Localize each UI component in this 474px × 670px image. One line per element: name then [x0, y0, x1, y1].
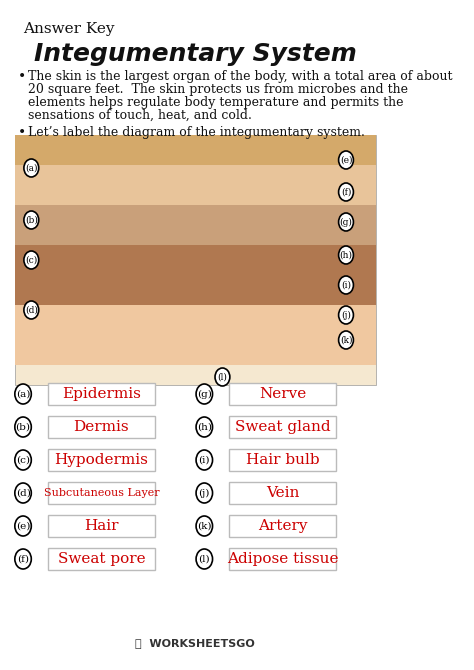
- Circle shape: [15, 549, 31, 569]
- Circle shape: [196, 483, 212, 503]
- Text: (d): (d): [25, 306, 38, 314]
- Text: The skin is the largest organ of the body, with a total area of about: The skin is the largest organ of the bod…: [28, 70, 453, 83]
- FancyBboxPatch shape: [48, 416, 155, 438]
- FancyBboxPatch shape: [15, 135, 376, 385]
- FancyBboxPatch shape: [15, 245, 376, 305]
- Text: (a): (a): [16, 389, 30, 399]
- Text: (i): (i): [199, 456, 210, 464]
- Circle shape: [338, 183, 354, 201]
- Circle shape: [338, 151, 354, 169]
- Text: •: •: [18, 70, 27, 84]
- Circle shape: [196, 516, 212, 536]
- Text: Hair: Hair: [84, 519, 118, 533]
- Text: Integumentary System: Integumentary System: [34, 42, 356, 66]
- Text: (h): (h): [339, 251, 353, 259]
- FancyBboxPatch shape: [229, 482, 336, 504]
- Circle shape: [338, 331, 354, 349]
- Text: Nerve: Nerve: [259, 387, 306, 401]
- FancyBboxPatch shape: [48, 449, 155, 471]
- Text: Hair bulb: Hair bulb: [246, 453, 319, 467]
- Text: (b): (b): [25, 216, 38, 224]
- Text: (e): (e): [340, 155, 352, 165]
- Text: •: •: [18, 126, 27, 140]
- Text: (h): (h): [197, 423, 212, 431]
- Circle shape: [338, 276, 354, 294]
- Text: (l): (l): [199, 555, 210, 563]
- FancyBboxPatch shape: [48, 548, 155, 570]
- Text: Hypodermis: Hypodermis: [55, 453, 148, 467]
- Text: Adipose tissue: Adipose tissue: [227, 552, 338, 566]
- FancyBboxPatch shape: [48, 383, 155, 405]
- FancyBboxPatch shape: [15, 165, 376, 205]
- Circle shape: [196, 417, 212, 437]
- Text: Vein: Vein: [266, 486, 299, 500]
- Circle shape: [24, 159, 39, 177]
- Text: Sweat gland: Sweat gland: [235, 420, 330, 434]
- Text: Ⓦ  WORKSHEETSGO: Ⓦ WORKSHEETSGO: [136, 638, 255, 648]
- FancyBboxPatch shape: [229, 416, 336, 438]
- Text: (g): (g): [197, 389, 212, 399]
- Text: (j): (j): [199, 488, 210, 498]
- Text: elements helps regulate body temperature and permits the: elements helps regulate body temperature…: [28, 96, 403, 109]
- Circle shape: [24, 251, 39, 269]
- Circle shape: [338, 306, 354, 324]
- Circle shape: [24, 301, 39, 319]
- Text: (i): (i): [341, 281, 351, 289]
- Text: (d): (d): [16, 488, 30, 498]
- FancyBboxPatch shape: [15, 305, 376, 365]
- Circle shape: [15, 417, 31, 437]
- Text: (b): (b): [16, 423, 30, 431]
- Circle shape: [338, 246, 354, 264]
- FancyBboxPatch shape: [229, 548, 336, 570]
- Text: Answer Key: Answer Key: [23, 22, 115, 36]
- Text: (c): (c): [25, 255, 37, 265]
- Circle shape: [215, 368, 230, 386]
- Circle shape: [15, 384, 31, 404]
- Circle shape: [24, 211, 39, 229]
- Text: Let’s label the diagram of the integumentary system.: Let’s label the diagram of the integumen…: [28, 126, 365, 139]
- FancyBboxPatch shape: [229, 515, 336, 537]
- Circle shape: [15, 483, 31, 503]
- Text: (a): (a): [25, 163, 37, 172]
- Circle shape: [196, 384, 212, 404]
- Circle shape: [196, 549, 212, 569]
- Text: (j): (j): [341, 310, 351, 320]
- FancyBboxPatch shape: [15, 205, 376, 245]
- Text: (c): (c): [16, 456, 30, 464]
- FancyBboxPatch shape: [15, 135, 376, 165]
- FancyBboxPatch shape: [229, 383, 336, 405]
- Text: (k): (k): [340, 336, 352, 344]
- Text: Sweat pore: Sweat pore: [57, 552, 145, 566]
- Text: (g): (g): [339, 218, 353, 226]
- FancyBboxPatch shape: [48, 515, 155, 537]
- Text: (e): (e): [16, 521, 30, 531]
- Text: sensations of touch, heat, and cold.: sensations of touch, heat, and cold.: [28, 109, 252, 122]
- Text: (f): (f): [17, 555, 29, 563]
- Circle shape: [338, 213, 354, 231]
- Text: Subcutaneous Layer: Subcutaneous Layer: [44, 488, 159, 498]
- Text: 20 square feet.  The skin protects us from microbes and the: 20 square feet. The skin protects us fro…: [28, 83, 408, 96]
- Text: (f): (f): [341, 188, 351, 196]
- Circle shape: [15, 516, 31, 536]
- FancyBboxPatch shape: [229, 449, 336, 471]
- Text: Epidermis: Epidermis: [62, 387, 141, 401]
- Text: Artery: Artery: [258, 519, 307, 533]
- Text: (k): (k): [197, 521, 211, 531]
- Text: Dermis: Dermis: [73, 420, 129, 434]
- FancyBboxPatch shape: [48, 482, 155, 504]
- Text: (l): (l): [218, 373, 228, 381]
- Circle shape: [196, 450, 212, 470]
- Circle shape: [15, 450, 31, 470]
